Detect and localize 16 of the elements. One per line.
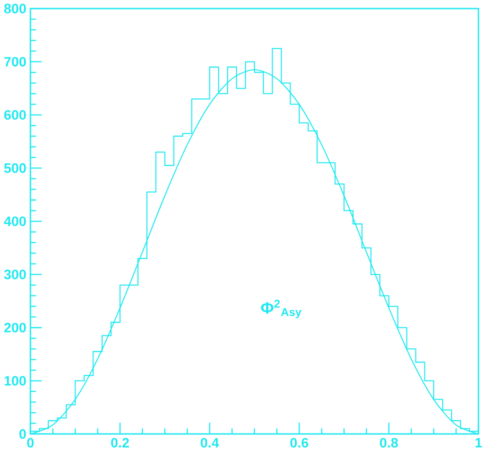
y-tick-label: 0 [19, 429, 26, 439]
x-tick-label: 0.6 [290, 438, 308, 448]
y-tick-label: 300 [4, 269, 26, 280]
y-tick-label: 400 [4, 216, 26, 226]
x-tick-label: 0.4 [200, 438, 219, 448]
x-tick-label: 0.2 [111, 438, 129, 448]
y-tick-label: 700 [4, 56, 26, 66]
x-tick-label: 0.8 [380, 438, 398, 448]
x-tick-label: 1 [476, 438, 482, 448]
x-tick-label: 0 [27, 438, 34, 448]
y-tick-label: 100 [4, 376, 26, 386]
y-tick-label: 200 [4, 322, 26, 332]
y-tick-label: 800 [4, 4, 26, 14]
annotation: Φ$^{2}$Asy [261, 300, 302, 318]
y-tick-label: 600 [4, 110, 26, 120]
y-tick-label: 500 [4, 163, 26, 173]
